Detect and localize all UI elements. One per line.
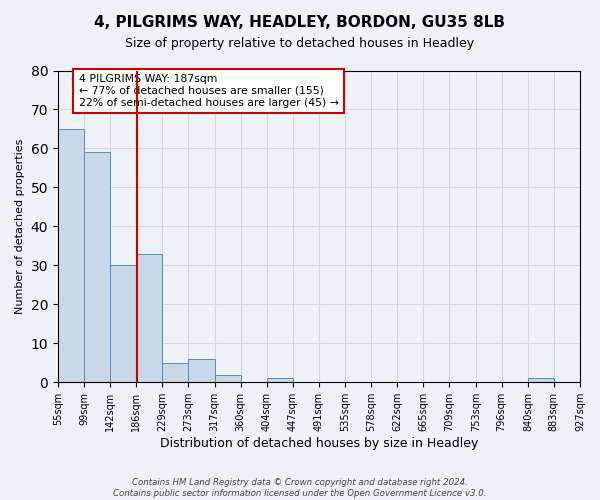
Text: Contains HM Land Registry data © Crown copyright and database right 2024.
Contai: Contains HM Land Registry data © Crown c… [113, 478, 487, 498]
Bar [84, 152, 110, 382]
Bar [267, 378, 293, 382]
Y-axis label: Number of detached properties: Number of detached properties [15, 138, 25, 314]
Bar [188, 359, 215, 382]
Bar [136, 254, 162, 382]
Text: 4 PILGRIMS WAY: 187sqm
← 77% of detached houses are smaller (155)
22% of semi-de: 4 PILGRIMS WAY: 187sqm ← 77% of detached… [79, 74, 339, 108]
Bar [528, 378, 554, 382]
Bar [58, 129, 84, 382]
X-axis label: Distribution of detached houses by size in Headley: Distribution of detached houses by size … [160, 437, 478, 450]
Text: 4, PILGRIMS WAY, HEADLEY, BORDON, GU35 8LB: 4, PILGRIMS WAY, HEADLEY, BORDON, GU35 8… [95, 15, 505, 30]
Text: Size of property relative to detached houses in Headley: Size of property relative to detached ho… [125, 38, 475, 51]
Bar [110, 266, 136, 382]
Bar [162, 363, 188, 382]
Bar [215, 374, 241, 382]
